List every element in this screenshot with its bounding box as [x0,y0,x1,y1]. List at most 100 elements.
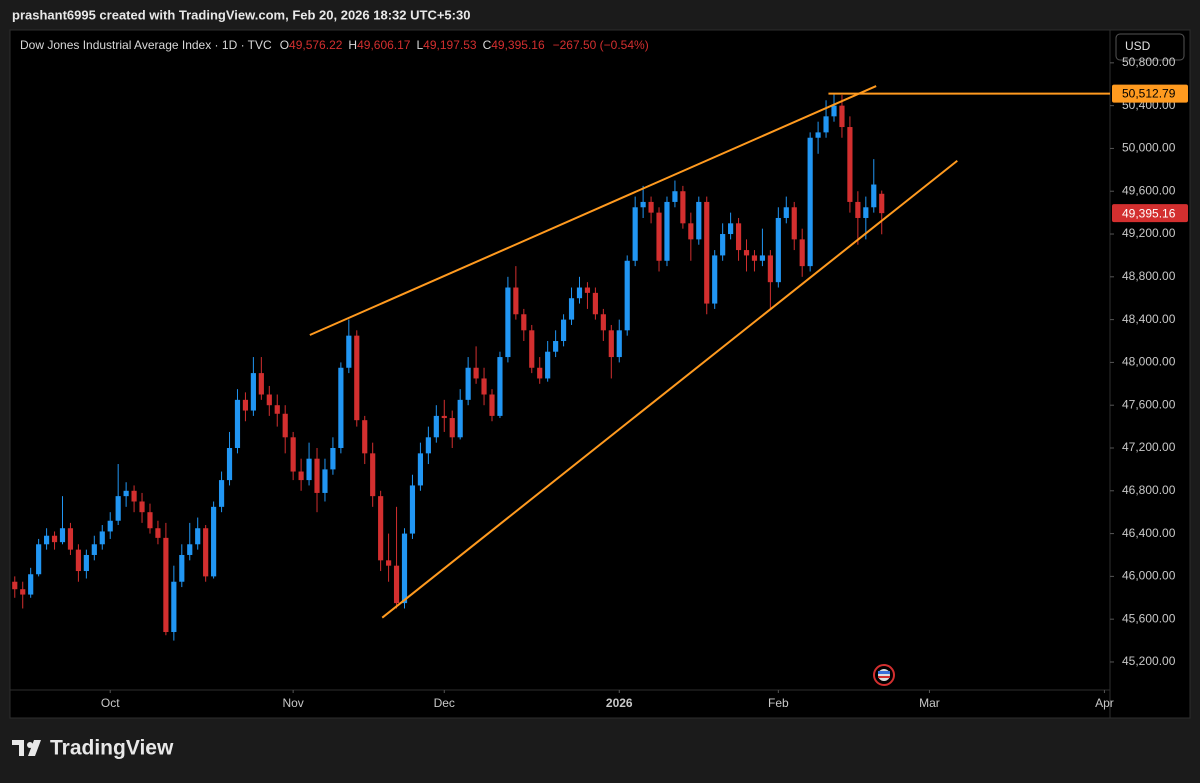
candle-body [306,458,312,481]
candle-body [688,223,694,240]
candle-body [187,544,193,555]
candle-body [728,223,734,235]
candle-body [362,420,368,454]
candle-body [59,528,66,543]
y-tick-label: 46,000.00 [1122,569,1176,583]
candle-body [91,544,97,555]
last-price-label: 49,395.16 [1122,206,1176,220]
candle-body [783,207,789,218]
candle-body [179,554,185,582]
legend-value: 49,197.53 [423,38,477,52]
x-tick-label: Mar [919,696,940,710]
candle-body [537,367,543,379]
candle-body [553,341,559,352]
candle-body [425,437,431,454]
candle-body [720,234,726,256]
candle-body [409,485,416,534]
legend-key: H [348,38,357,52]
candle-body [274,405,280,414]
candle-body [147,512,153,529]
candle-body [258,373,264,395]
legend-value: 49,576.22 [289,38,343,52]
candle-body [163,537,169,633]
candle-body [290,437,296,472]
candle-body [632,207,638,261]
candle-body [449,418,455,438]
hline-label: 50,512.79 [1122,87,1176,101]
currency-button[interactable] [1115,33,1185,61]
candle-body [799,239,805,267]
y-tick-label: 46,800.00 [1122,483,1176,497]
candle-body [83,554,89,572]
candle-body [616,330,622,358]
candle-body [823,116,829,133]
candle-body [656,212,662,261]
candle-body [465,367,471,400]
candle-body [393,565,400,604]
legend-key: C [483,38,492,52]
candle-body [815,132,821,138]
candle-body [712,255,718,304]
trend-line [381,159,958,619]
y-tick-label: 48,400.00 [1122,312,1176,326]
candle-body [370,453,376,497]
candle-body [51,535,58,543]
y-tick-label: 48,800.00 [1122,269,1176,283]
candle-body [131,490,137,502]
candle-body [218,480,225,507]
currency[interactable]: USD [1125,39,1151,53]
candle-body [704,201,710,304]
candle-body [751,255,758,261]
candle-body [226,447,233,481]
candle-body [107,520,113,532]
candle-body [592,292,598,315]
candle-body [298,471,304,481]
candle-body [529,330,535,368]
candle-body [879,193,885,214]
hline-label-box [1112,84,1188,103]
candle-body [155,528,161,538]
event-flag [873,664,895,686]
candle-body [115,496,121,521]
candle-body [123,490,129,497]
x-tick-label: 2026 [606,696,633,710]
candle-body [242,399,249,411]
candle-body [497,357,503,416]
candle-body [576,287,583,299]
y-tick-label: 45,200.00 [1122,654,1176,668]
candle-body [354,335,360,421]
y-tick-label: 47,200.00 [1122,440,1176,454]
candle-body [330,447,336,470]
x-tick-label: Oct [101,696,120,710]
x-tick-label: Feb [768,696,789,710]
candle-body [20,589,26,595]
candle-body [457,399,463,438]
candle-body [322,469,328,493]
header: prashant6995 created with TradingView.co… [12,7,470,22]
candle-body [211,506,217,577]
candle-body [863,207,869,218]
candle-body [401,533,408,604]
candle-body [767,255,773,283]
candle-body [672,191,678,202]
candle-body [839,105,845,128]
candle-body [346,335,352,368]
candle-body [608,330,614,358]
candle-body [386,560,392,566]
y-tick-label: 49,200.00 [1122,226,1176,240]
candle-body [12,581,18,590]
candle-body [871,184,877,208]
plot [12,85,1110,641]
candle-body [75,549,81,572]
legend: Dow Jones Industrial Average Index · 1D … [20,38,649,52]
candle-body [735,223,742,251]
candle-body [560,319,567,342]
candle-body [314,458,320,493]
candle-body [696,201,702,240]
brand-logo [12,740,41,756]
trend-line [309,85,877,336]
candle-body [600,314,606,331]
candle-body [473,367,479,379]
legend-change: −267.50 (−0.54%) [553,38,649,52]
candle-body [282,413,288,438]
